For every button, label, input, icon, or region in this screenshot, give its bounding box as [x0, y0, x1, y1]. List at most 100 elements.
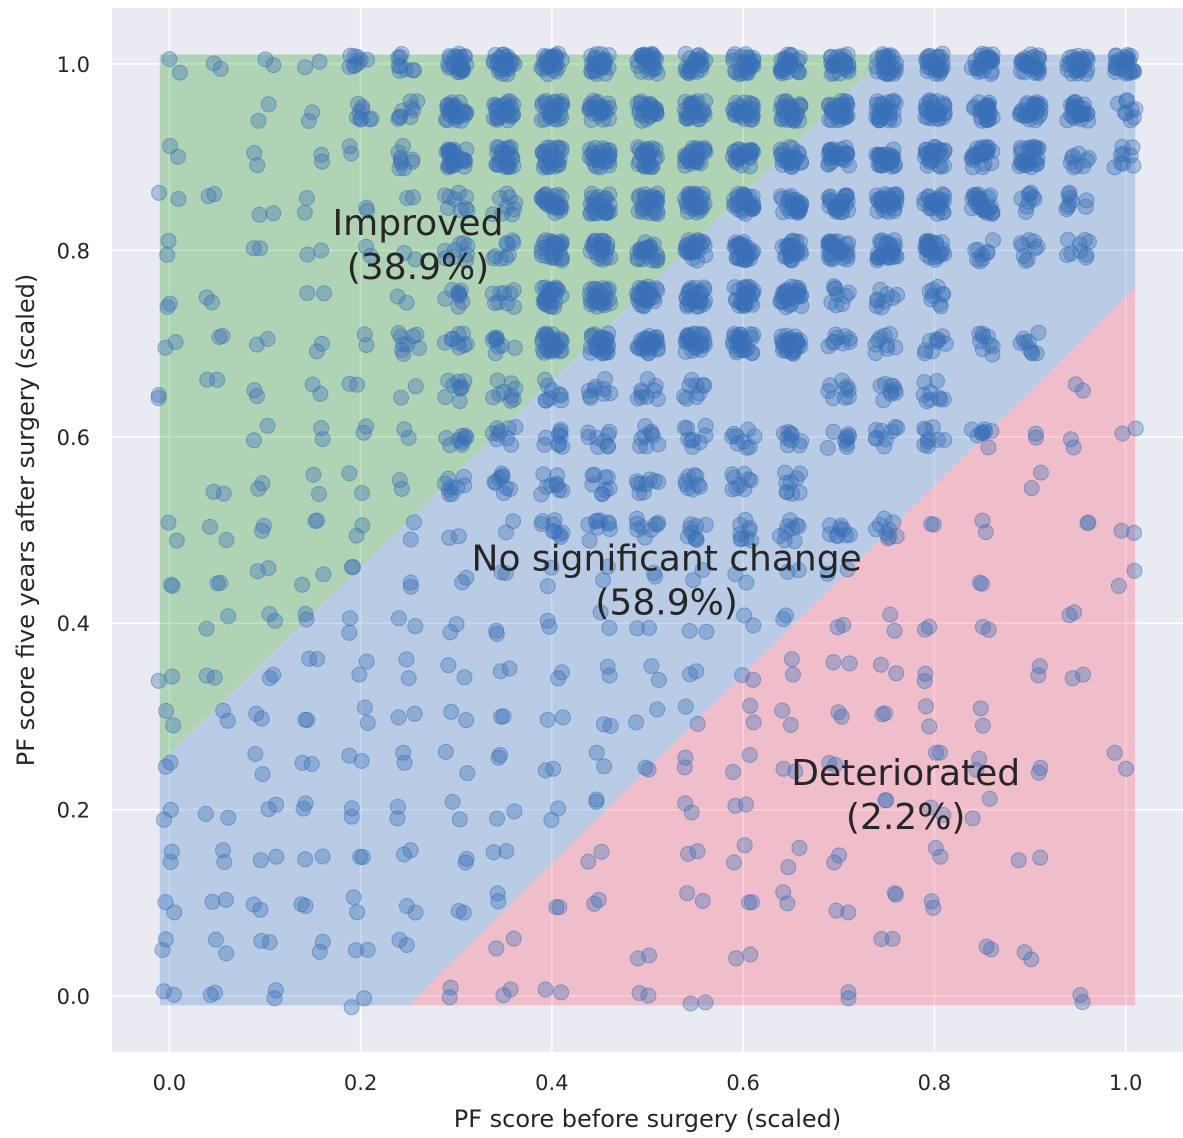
- data-point-high-24-25: [872, 109, 889, 126]
- data-point-med-49-8: [916, 436, 933, 453]
- data-point-low-220-1: [1032, 759, 1049, 776]
- data-point-high-44-23: [631, 187, 648, 204]
- data-point-high-50-25: [935, 204, 952, 221]
- data-point-high-25-23: [917, 108, 934, 125]
- data-point-low-110-0: [649, 701, 666, 718]
- data-point-low-172-1: [489, 885, 506, 902]
- data-point-high-2-25: [536, 48, 553, 64]
- data-point-low-189-0: [728, 950, 745, 967]
- data-point-high-17-22: [542, 108, 558, 125]
- data-point-low-23-0: [316, 285, 332, 302]
- data-point-high-14-25: [1107, 64, 1124, 80]
- data-point-low-41-1: [250, 480, 267, 497]
- data-point-med-39-8: [841, 330, 858, 347]
- data-point-low-169-1: [345, 889, 362, 906]
- data-point-low-44-1: [393, 480, 410, 497]
- data-point-low-4-0: [260, 96, 277, 113]
- data-point-high-16-24: [501, 107, 518, 124]
- data-point-high-29-21: [440, 141, 457, 158]
- data-point-high-15-25: [445, 99, 462, 116]
- data-point-med-46-5: [935, 391, 952, 408]
- data-point-high-20-25: [686, 98, 702, 114]
- data-point-low-74-1: [488, 625, 505, 642]
- data-point-low-177-1: [775, 884, 792, 901]
- data-point-low-136-1: [220, 809, 237, 826]
- data-point-low-35-1: [393, 389, 410, 406]
- data-point-high-38-24: [871, 146, 888, 163]
- data-point-low-202-1: [840, 990, 857, 1007]
- data-point-low-97-1: [841, 655, 858, 672]
- data-point-low-123-0: [437, 743, 454, 760]
- data-point-med-38-8: [929, 278, 946, 295]
- data-point-low-170-1: [407, 904, 424, 921]
- data-point-low-47-1: [255, 517, 272, 534]
- data-point-high-49-25: [882, 191, 899, 208]
- data-point-high-22-25: [791, 112, 807, 129]
- data-point-med-12-5: [506, 339, 523, 356]
- data-point-low-7-1: [246, 144, 263, 161]
- data-point-high-34-25: [690, 141, 707, 158]
- data-point-low-184-1: [314, 933, 331, 950]
- data-point-med-50-6: [983, 423, 1000, 439]
- data-point-med-6-7: [504, 206, 521, 223]
- data-point-med-28-7: [444, 486, 460, 502]
- data-point-high-45-25: [687, 185, 704, 202]
- data-point-med-33-8: [688, 468, 705, 485]
- data-point-high-27-25: [1023, 103, 1040, 120]
- data-point-low-158-1: [580, 853, 597, 870]
- data-point-low-182-1: [218, 945, 235, 962]
- data-point-low-83-1: [164, 668, 181, 685]
- data-point-low-0-0: [171, 64, 188, 81]
- data-point-med-49-7: [924, 419, 941, 436]
- data-point-med-11-7: [451, 339, 468, 356]
- data-point-low-37-1: [314, 431, 331, 448]
- data-point-low-153-0: [297, 851, 314, 868]
- data-point-high-34-18: [677, 157, 694, 174]
- data-point-low-45-1: [168, 532, 185, 549]
- data-point-high-45-24: [679, 198, 696, 215]
- data-point-high-70-23: [696, 337, 713, 353]
- data-point-low-126-0: [596, 758, 613, 775]
- data-point-high-23-25: [839, 96, 856, 113]
- data-point-med-30-7: [538, 479, 555, 496]
- data-point-high-49-24: [869, 203, 886, 220]
- data-point-med-13-8: [408, 326, 425, 343]
- data-point-med-66-8: [888, 528, 905, 545]
- data-point-high-24-24: [885, 103, 902, 120]
- data-point-low-93-1: [643, 658, 660, 675]
- data-point-high-33-25: [646, 149, 663, 166]
- x-tick-labels: 0.0 0.2 0.4 0.6 0.8 1.0: [153, 1071, 1143, 1095]
- data-point-high-72-25: [774, 335, 791, 352]
- data-point-low-50-0: [402, 531, 419, 548]
- data-point-low-143-1: [543, 812, 560, 828]
- data-point-high-26-24: [980, 106, 996, 123]
- data-point-low-8-1: [313, 146, 330, 163]
- data-point-med-19-8: [681, 377, 698, 394]
- data-point-low-92-1: [599, 658, 616, 675]
- data-point-high-34-23: [696, 142, 712, 159]
- data-point-high-72-24: [789, 334, 806, 351]
- data-point-low-136-0: [197, 805, 214, 822]
- data-point-low-140-1: [389, 810, 406, 827]
- data-point-low-0-1: [161, 51, 178, 67]
- data-point-low-194-1: [202, 987, 219, 1003]
- data-point-high-26-25: [980, 97, 997, 114]
- data-point-low-161-0: [780, 859, 797, 876]
- data-point-high-67-25: [538, 327, 555, 344]
- data-point-low-56-0: [315, 566, 332, 583]
- x-tick-label-3: 0.6: [726, 1071, 759, 1095]
- data-point-med-31-8: [594, 486, 611, 503]
- data-point-high-20-21: [686, 101, 703, 118]
- data-point-med-66-6: [885, 514, 902, 531]
- data-point-low-116-0: [921, 718, 938, 735]
- data-point-low-175-1: [694, 892, 711, 909]
- data-point-med-60-7: [601, 521, 618, 538]
- data-point-low-34-1: [349, 376, 365, 393]
- data-point-med-59-7: [534, 513, 551, 530]
- plot-background: [112, 8, 1183, 1052]
- data-point-high-25-24: [935, 109, 952, 126]
- data-point-high-70-25: [677, 343, 694, 360]
- data-point-low-10-0: [151, 184, 168, 201]
- data-point-low-112-1: [742, 697, 759, 714]
- data-point-low-150-1: [162, 854, 179, 870]
